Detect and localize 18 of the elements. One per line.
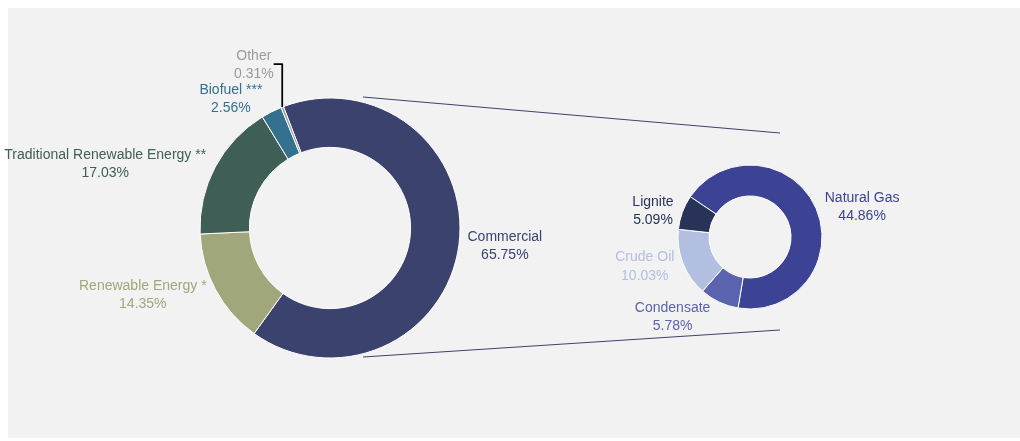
slice-label: Biofuel ***	[199, 81, 263, 98]
slice-label: Natural Gas	[824, 188, 900, 205]
slice-label: Renewable Energy *	[78, 276, 208, 293]
slice-label: Lignite	[632, 193, 674, 210]
slice-label: Crude Oil	[615, 248, 675, 265]
data-label: 65.75%	[481, 246, 529, 263]
data-label: 14.35%	[119, 294, 167, 311]
data-label: 44.86%	[838, 207, 886, 224]
data-label: 10.03%	[621, 266, 669, 283]
data-label: 2.56%	[211, 99, 251, 116]
data-label: 17.03%	[81, 164, 129, 181]
slice-label: Traditional Renewable Energy **	[4, 146, 207, 163]
data-label: 5.78%	[652, 317, 693, 334]
data-label: 5.09%	[633, 211, 673, 228]
slice-label: Commercial	[467, 227, 543, 244]
slice-label: Other	[236, 46, 272, 63]
slice-label: Condensate	[634, 298, 711, 315]
data-label: 0.31%	[233, 65, 274, 82]
